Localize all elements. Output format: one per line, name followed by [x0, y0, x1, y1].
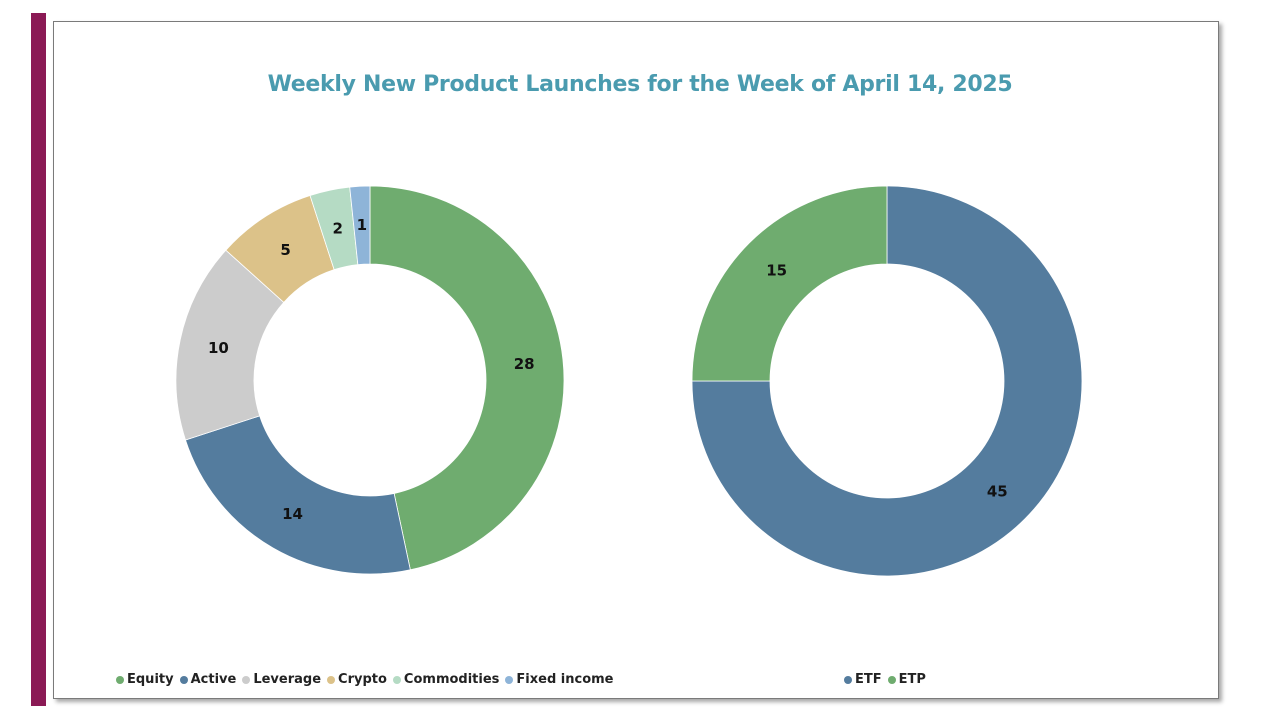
chart-title: Weekly New Product Launches for the Week… [267, 72, 1013, 97]
data-label-crypto: 5 [280, 241, 290, 259]
legend-label: Crypto [338, 672, 387, 687]
legend-marker-icon [179, 675, 188, 684]
legend-label: ETP [898, 672, 926, 687]
legend-item-equity[interactable]: Equity [116, 672, 174, 687]
legend-marker-icon [844, 675, 852, 684]
legend-item-etf[interactable]: ETF [844, 672, 882, 687]
donut-slice-fixed-income[interactable] [349, 185, 371, 266]
donut-slice-etp[interactable] [691, 185, 888, 382]
legend-label: Active [190, 672, 237, 687]
data-label-fixed-income: 1 [357, 216, 367, 234]
legend-marker-icon [392, 675, 401, 684]
donut-chart-category: 28 14 10 5 2 1 [175, 185, 565, 575]
legend-item-etp[interactable]: ETP [887, 672, 926, 687]
legend-marker-icon [327, 675, 336, 684]
legend-item-active[interactable]: Active [179, 672, 237, 687]
legend-label: Leverage [253, 672, 322, 687]
data-label-active: 14 [282, 505, 303, 523]
donut-chart-type: 45 15 [691, 185, 1083, 577]
legend-marker-icon [887, 675, 896, 684]
accent-bar [31, 13, 46, 706]
legend-marker-icon [116, 675, 124, 684]
legend-label: Equity [127, 672, 174, 687]
legend-item-fixed-income[interactable]: Fixed income [505, 672, 614, 687]
data-label-commodities: 2 [333, 219, 343, 237]
donut-slice-etf[interactable] [691, 185, 1083, 577]
legend-label: Fixed income [516, 672, 614, 687]
data-label-etp: 15 [766, 262, 787, 280]
legend-label: Commodities [403, 672, 500, 687]
legend-category: Equity Active Leverage Crypto Commodities Fix… [116, 672, 620, 687]
donut-slice-active[interactable] [184, 415, 411, 575]
legend-item-commodities[interactable]: Commodities [392, 672, 500, 687]
legend-label: ETF [855, 672, 882, 687]
data-label-etf: 45 [987, 482, 1008, 500]
legend-item-crypto[interactable]: Crypto [327, 672, 387, 687]
data-label-leverage: 10 [208, 339, 229, 357]
legend-marker-icon [505, 675, 514, 684]
legend-item-leverage[interactable]: Leverage [242, 672, 321, 687]
legend-type: ETF ETP [844, 672, 932, 687]
legend-marker-icon [242, 675, 251, 684]
donut-slice-equity[interactable] [369, 185, 565, 571]
data-label-equity: 28 [514, 355, 535, 373]
